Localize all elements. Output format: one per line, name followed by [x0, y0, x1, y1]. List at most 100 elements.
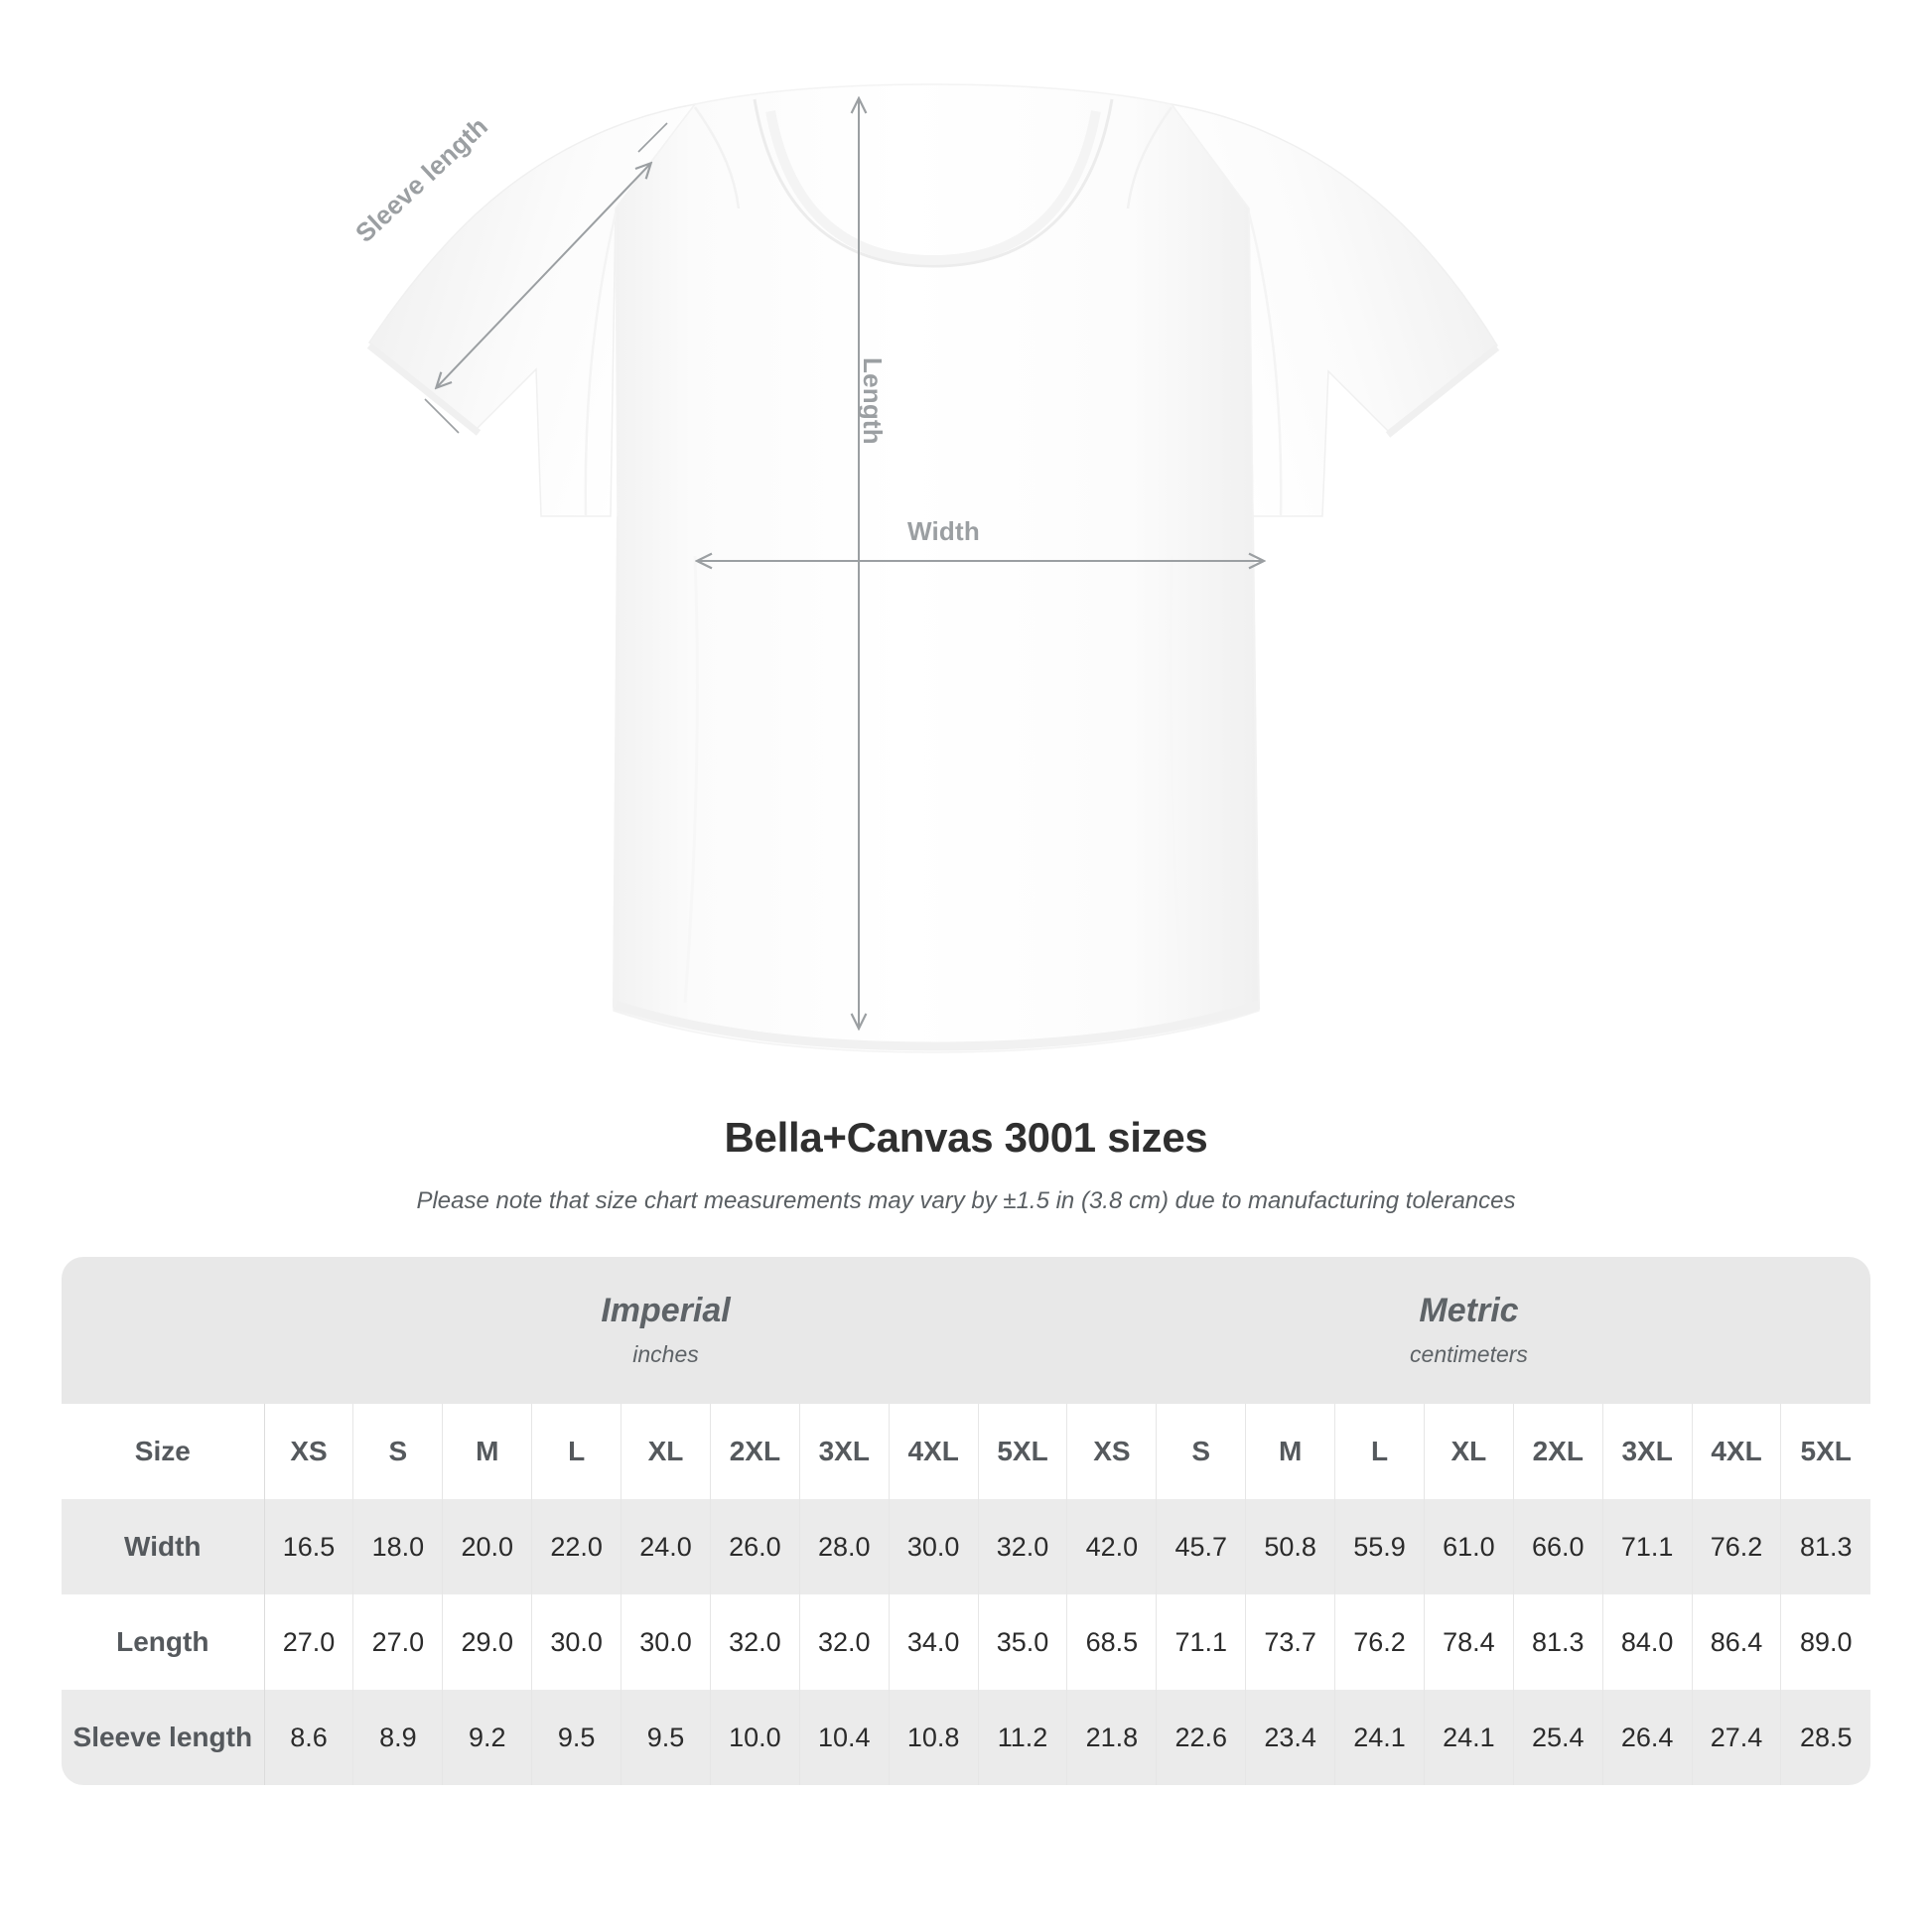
- size-column-header: S: [1156, 1404, 1247, 1499]
- measurement-cell: 24.0: [621, 1499, 711, 1594]
- chart-header: Bella+Canvas 3001 sizes Please note that…: [0, 1114, 1932, 1215]
- measurement-cell: 10.4: [799, 1690, 890, 1785]
- measurement-cell: 27.4: [1692, 1690, 1782, 1785]
- sleeve-tick-lower: [424, 398, 460, 434]
- measurement-cell: 29.0: [442, 1594, 533, 1690]
- measurement-cell: 35.0: [978, 1594, 1068, 1690]
- measurement-cell: 9.5: [531, 1690, 622, 1785]
- measurement-cell: 23.4: [1245, 1690, 1336, 1785]
- size-column-header: 2XL: [1513, 1404, 1603, 1499]
- size-column-header: XL: [1424, 1404, 1514, 1499]
- right-side-seam: [1252, 515, 1260, 1009]
- right-sleeve: [1170, 102, 1498, 517]
- bottom-hem: [614, 1000, 1261, 1051]
- measurement-cell: 30.0: [621, 1594, 711, 1690]
- size-chart-table: Imperial inches Metric centimeters Size XS S M L…: [62, 1257, 1870, 1785]
- unit-group-sub: inches: [632, 1341, 699, 1368]
- shirt-body: [613, 83, 1260, 1053]
- size-column-header: 4XL: [1692, 1404, 1782, 1499]
- measurement-cell: 8.6: [264, 1690, 354, 1785]
- tolerance-note: Please note that size chart measurements…: [416, 1187, 1516, 1214]
- sleeve-tick-upper: [637, 122, 668, 153]
- size-column-header: 5XL: [1780, 1404, 1870, 1499]
- tshirt-illustration: Sleeve length Length Width: [349, 83, 1500, 1053]
- measurement-cell: 32.0: [799, 1594, 890, 1690]
- measurement-cell: 84.0: [1602, 1594, 1693, 1690]
- measurement-cell: 21.8: [1066, 1690, 1158, 1785]
- measurement-cell: 26.0: [710, 1499, 800, 1594]
- measurement-cell: 11.2: [978, 1690, 1068, 1785]
- measurement-cell: 9.2: [442, 1690, 533, 1785]
- unit-band-spacer: [62, 1257, 265, 1404]
- measurement-cell: 76.2: [1334, 1594, 1425, 1690]
- shirt-silhouette: [366, 83, 1500, 1053]
- measurement-cell: 27.0: [352, 1594, 444, 1690]
- size-column-header: 3XL: [799, 1404, 890, 1499]
- size-column-header: L: [1334, 1404, 1425, 1499]
- measurement-cell: 24.1: [1334, 1690, 1425, 1785]
- measurement-cell: 32.0: [978, 1499, 1068, 1594]
- measurement-cell: 42.0: [1066, 1499, 1158, 1594]
- measurement-cell: 89.0: [1780, 1594, 1870, 1690]
- measurement-cell: 66.0: [1513, 1499, 1603, 1594]
- measurement-cell: 55.9: [1334, 1499, 1425, 1594]
- measurement-cell: 81.3: [1780, 1499, 1870, 1594]
- unit-group-imperial: Imperial inches: [264, 1257, 1067, 1404]
- measurement-cell: 73.7: [1245, 1594, 1336, 1690]
- measurement-cell: 78.4: [1424, 1594, 1514, 1690]
- measurement-cell: 61.0: [1424, 1499, 1514, 1594]
- unit-group-sub: centimeters: [1410, 1341, 1528, 1368]
- size-column-header: M: [442, 1404, 533, 1499]
- sleeve-length-arrow: [437, 164, 650, 387]
- size-column-header: 5XL: [978, 1404, 1068, 1499]
- measurement-cell: 71.1: [1602, 1499, 1693, 1594]
- right-sleeve-hem: [1385, 345, 1500, 438]
- size-header-cell: Size: [62, 1404, 265, 1499]
- fabric-fold-1: [683, 555, 699, 1004]
- measurement-cell: 20.0: [442, 1499, 533, 1594]
- page-title: Bella+Canvas 3001 sizes: [724, 1114, 1208, 1161]
- measurement-cell: 8.9: [352, 1690, 444, 1785]
- measurement-cell: 16.5: [264, 1499, 354, 1594]
- measurement-cell: 10.8: [889, 1690, 979, 1785]
- size-column-header: XS: [1066, 1404, 1158, 1499]
- measurement-arrows: [424, 99, 1263, 1028]
- collar-outer: [753, 98, 1114, 268]
- measurement-cell: 26.4: [1602, 1690, 1693, 1785]
- measurement-cell: 27.0: [264, 1594, 354, 1690]
- measurement-cell: 68.5: [1066, 1594, 1158, 1690]
- size-column-header: XS: [264, 1404, 354, 1499]
- fabric-fold-2: [1169, 555, 1185, 1004]
- measurement-row-label: Sleeve length: [62, 1690, 265, 1785]
- measurement-row-label: Width: [62, 1499, 265, 1594]
- measurement-cell: 30.0: [889, 1499, 979, 1594]
- width-label: Width: [907, 516, 980, 546]
- left-shoulder-seam: [693, 106, 741, 209]
- size-table-container: Imperial inches Metric centimeters Size XS S M L…: [62, 1257, 1870, 1785]
- unit-group-metric: Metric centimeters: [1066, 1257, 1870, 1404]
- measurement-cell: 18.0: [352, 1499, 444, 1594]
- measurement-cell: 45.7: [1156, 1499, 1247, 1594]
- measurement-cell: 9.5: [621, 1690, 711, 1785]
- measurement-cell: 22.6: [1156, 1690, 1247, 1785]
- measurement-cell: 50.8: [1245, 1499, 1336, 1594]
- size-column-header: 2XL: [710, 1404, 800, 1499]
- table-row: Width 16.5 18.0 20.0 22.0 24.0 26.0 28.0 30.0 32.…: [62, 1499, 1870, 1594]
- measurement-cell: 71.1: [1156, 1594, 1247, 1690]
- length-label: Length: [858, 357, 888, 445]
- measurement-cell: 28.5: [1780, 1690, 1870, 1785]
- unit-group-name: Metric: [1419, 1291, 1519, 1329]
- size-column-header: S: [352, 1404, 444, 1499]
- right-shoulder-seam: [1126, 106, 1173, 209]
- table-row: Length 27.0 27.0 29.0 30.0 30.0 32.0 32.0 34.0 35…: [62, 1594, 1870, 1690]
- unit-group-name: Imperial: [601, 1291, 731, 1329]
- measurement-cell: 25.4: [1513, 1690, 1603, 1785]
- left-side-seam: [613, 515, 619, 1009]
- measurement-cell: 22.0: [531, 1499, 622, 1594]
- measurement-cell: 86.4: [1692, 1594, 1782, 1690]
- size-header-row: Size XS S M L XL 2XL 3XL 4XL 5XL XS S M L XL 2XL 3XL 4XL 5…: [62, 1404, 1870, 1499]
- size-column-header: L: [531, 1404, 622, 1499]
- measurement-cell: 28.0: [799, 1499, 890, 1594]
- size-column-header: 3XL: [1602, 1404, 1693, 1499]
- measurement-cell: 76.2: [1692, 1499, 1782, 1594]
